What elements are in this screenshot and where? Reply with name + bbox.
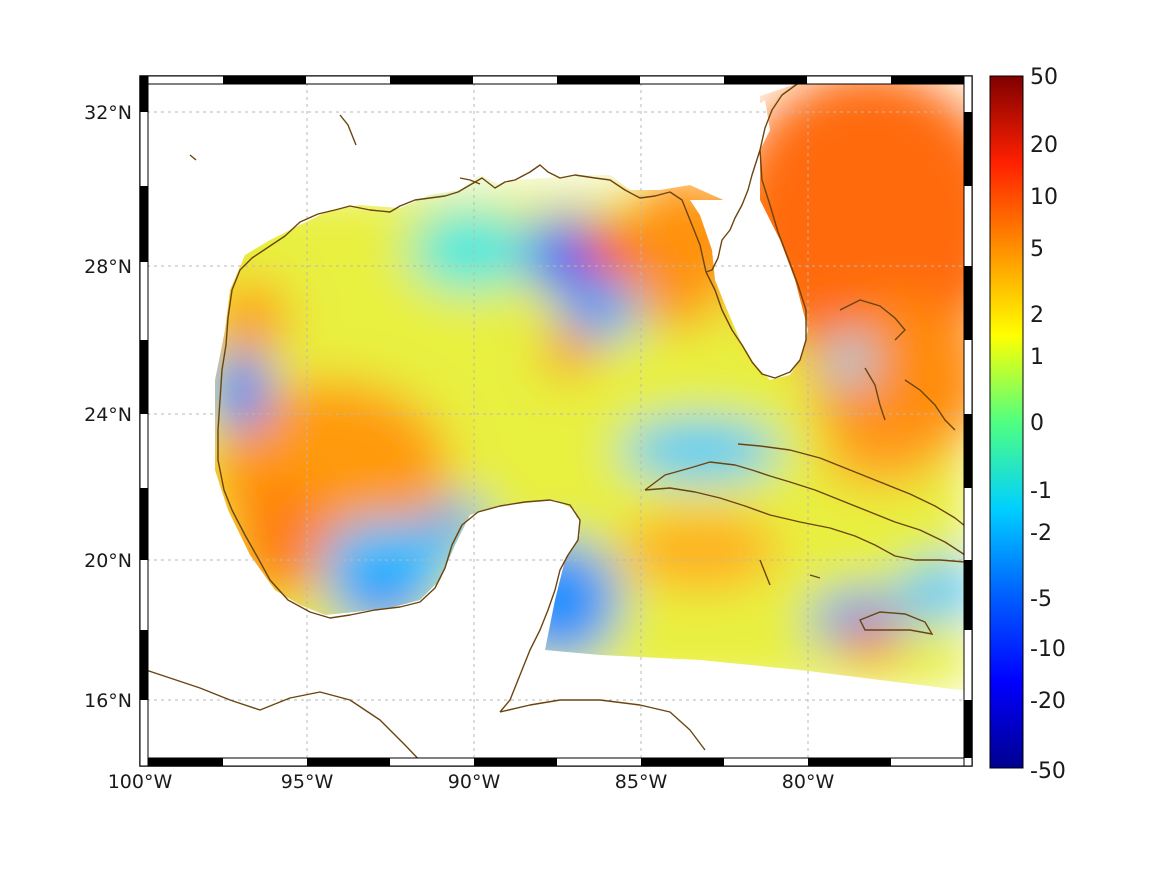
colorbar-tick-label: 5 — [1030, 237, 1044, 262]
colorbar: 50 20 10 5 2 1 0 -1 -2 -5 -10 -20 -50 — [989, 65, 1066, 784]
colorbar-tick-label: -10 — [1030, 637, 1066, 662]
lat-tick-labels: 32°N 28°N 24°N 20°N 16°N — [84, 102, 132, 712]
colorbar-gradient — [989, 75, 1024, 769]
lat-tick-label: 28°N — [84, 256, 132, 278]
lat-tick-label: 16°N — [84, 690, 132, 712]
lat-tick-label: 24°N — [84, 404, 132, 426]
lon-tick-labels: 100°W 95°W 90°W 85°W 80°W — [108, 771, 835, 793]
colorbar-tick-label: -2 — [1030, 521, 1052, 546]
colorbar-tick-label: 1 — [1030, 345, 1044, 370]
lon-tick-label: 80°W — [782, 771, 835, 793]
colorbar-tick-label: -20 — [1030, 689, 1066, 714]
map-frame — [139, 75, 973, 767]
colorbar-tick-label: 2 — [1030, 303, 1044, 328]
lat-tick-label: 20°N — [84, 550, 132, 572]
colorbar-ticks: 50 20 10 5 2 1 0 -1 -2 -5 -10 -20 -50 — [1030, 65, 1066, 784]
data-field — [140, 76, 972, 766]
lon-tick-label: 95°W — [281, 771, 334, 793]
lat-tick-label: 32°N — [84, 102, 132, 124]
lon-tick-label: 100°W — [108, 771, 173, 793]
colorbar-tick-label: -5 — [1030, 587, 1052, 612]
colorbar-tick-label: 50 — [1030, 65, 1058, 90]
colorbar-tick-label: 0 — [1030, 411, 1044, 436]
colorbar-tick-label: -1 — [1030, 479, 1052, 504]
grid-lines — [140, 76, 972, 766]
coastlines — [140, 76, 972, 766]
lon-tick-label: 85°W — [615, 771, 668, 793]
lon-tick-label: 90°W — [448, 771, 501, 793]
colorbar-tick-label: -50 — [1030, 759, 1066, 784]
colorbar-tick-label: 20 — [1030, 133, 1058, 158]
colorbar-tick-label: 10 — [1030, 185, 1058, 210]
